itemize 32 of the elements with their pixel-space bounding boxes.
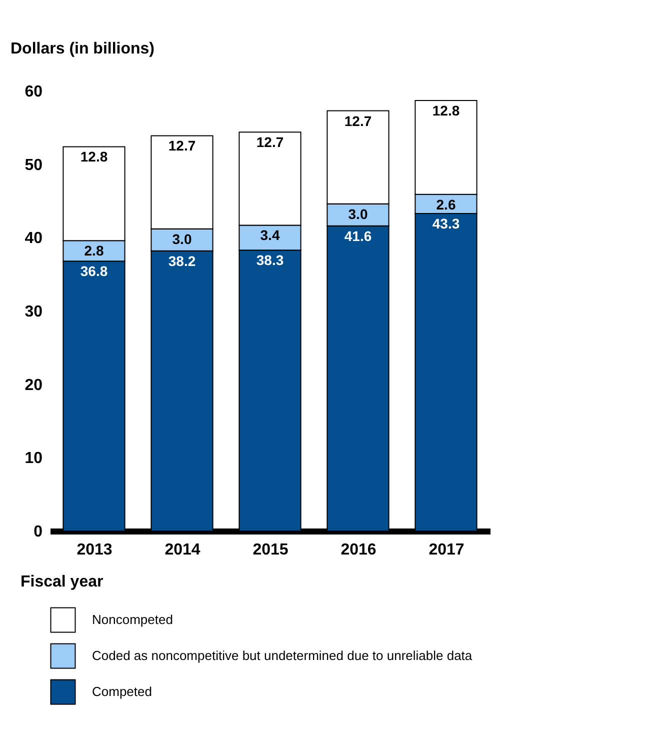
x-axis-title: Fiscal year (20, 574, 104, 590)
data-label: 12.7 (344, 112, 372, 129)
data-label: 12.7 (168, 138, 196, 154)
data-label: 2.6 (436, 196, 456, 212)
data-label: 3.4 (260, 227, 280, 244)
x-tick-label: 2017 (428, 542, 464, 558)
data-label: 3.0 (348, 206, 368, 222)
x-tick-label: 2015 (252, 542, 288, 558)
data-label: 12.8 (80, 148, 108, 165)
legend-label: Noncompeted (92, 612, 173, 627)
data-label: 3.0 (172, 230, 192, 247)
y-tick-label: 50 (24, 156, 43, 174)
data-label: 2.8 (84, 242, 104, 259)
y-tick-label: 30 (24, 304, 43, 320)
y-tick-label: 40 (24, 230, 43, 248)
data-label: 12.8 (432, 102, 460, 119)
data-label: 41.6 (344, 228, 372, 244)
data-label: 38.3 (256, 252, 284, 268)
data-label: 36.8 (80, 263, 108, 280)
data-label: 38.2 (168, 252, 196, 269)
y-tick-label: 10 (24, 450, 43, 468)
data-label: 12.7 (256, 134, 284, 150)
y-tick-label: 20 (24, 376, 43, 394)
legend-label: Coded as noncompetitive but undetermined due to unreliable data (92, 648, 473, 663)
x-tick-label: 2014 (164, 542, 200, 558)
y-axis-title: Dollars (in billions) (10, 40, 155, 58)
data-label: 43.3 (432, 215, 460, 232)
legend-label: Competed (92, 684, 152, 699)
x-tick-label: 2016 (340, 542, 376, 558)
y-tick-label: 0 (34, 524, 43, 540)
x-tick-label: 2013 (76, 542, 112, 558)
y-tick-label: 60 (24, 84, 43, 100)
